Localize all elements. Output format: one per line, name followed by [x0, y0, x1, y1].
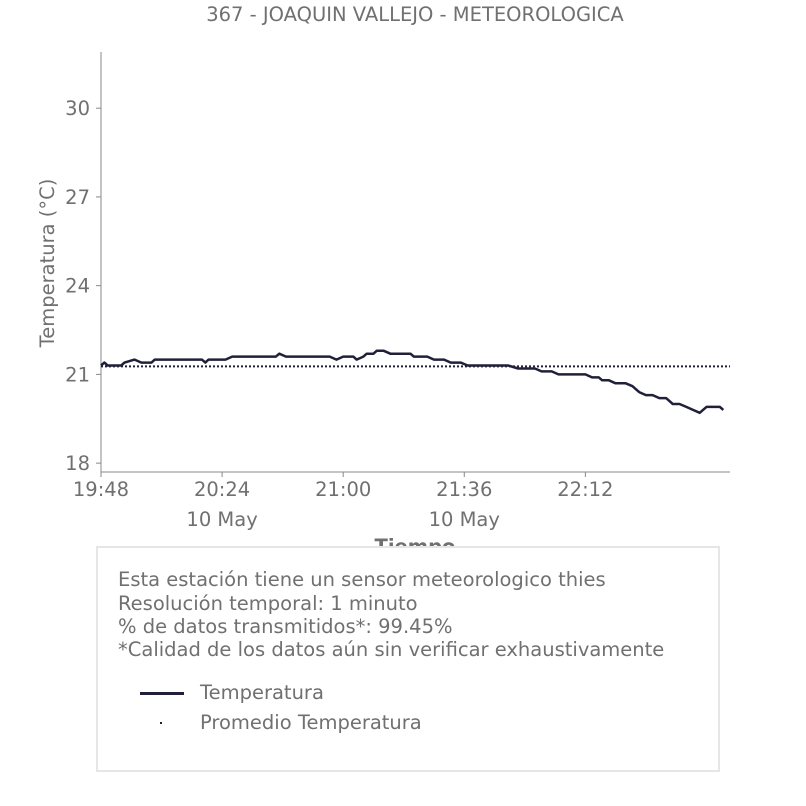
y-tick-label: 24	[65, 275, 90, 298]
x-tick-label: 21:00	[315, 478, 371, 501]
y-tick-label: 27	[65, 186, 90, 209]
chart-title: 367 - JOAQUIN VALLEJO - METEOROLOGICA	[206, 3, 624, 26]
info-transmission-text: % de datos transmitidos*: 99.45%	[118, 615, 453, 638]
info-sensor-text: Esta estación tiene un sensor meteorolog…	[118, 568, 606, 591]
info-quality-note: *Calidad de los datos aún sin verificar …	[118, 638, 665, 661]
info-box: Esta estación tiene un sensor meteorolog…	[96, 546, 720, 772]
legend-solid-line-swatch	[140, 692, 184, 695]
x-tick-label: 20:24	[194, 478, 250, 501]
x-tick-date-label: 10 May	[186, 508, 257, 531]
y-tick-label: 30	[65, 97, 90, 120]
x-tick-label: 21:36	[436, 478, 492, 501]
y-tick-label: 18	[65, 452, 90, 475]
x-tick-label: 22:12	[557, 478, 613, 501]
y-tick-label: 21	[65, 363, 90, 386]
info-resolution-text: Resolución temporal: 1 minuto	[118, 592, 418, 615]
legend-label-promedio: Promedio Temperatura	[200, 711, 422, 734]
temperature-chart: 367 - JOAQUIN VALLEJO - METEOROLOGICA Te…	[36, 3, 730, 546]
x-tick-label: 19:48	[73, 478, 129, 501]
legend-label-temperatura: Temperatura	[200, 681, 324, 704]
y-axis-label: Temperatura (°C)	[36, 179, 59, 349]
legend-dotted-line-swatch	[160, 722, 162, 724]
x-axis-label: Tiempo	[375, 535, 456, 546]
temperature-series-line	[100, 349, 725, 415]
x-tick-date-label: 10 May	[429, 508, 500, 531]
